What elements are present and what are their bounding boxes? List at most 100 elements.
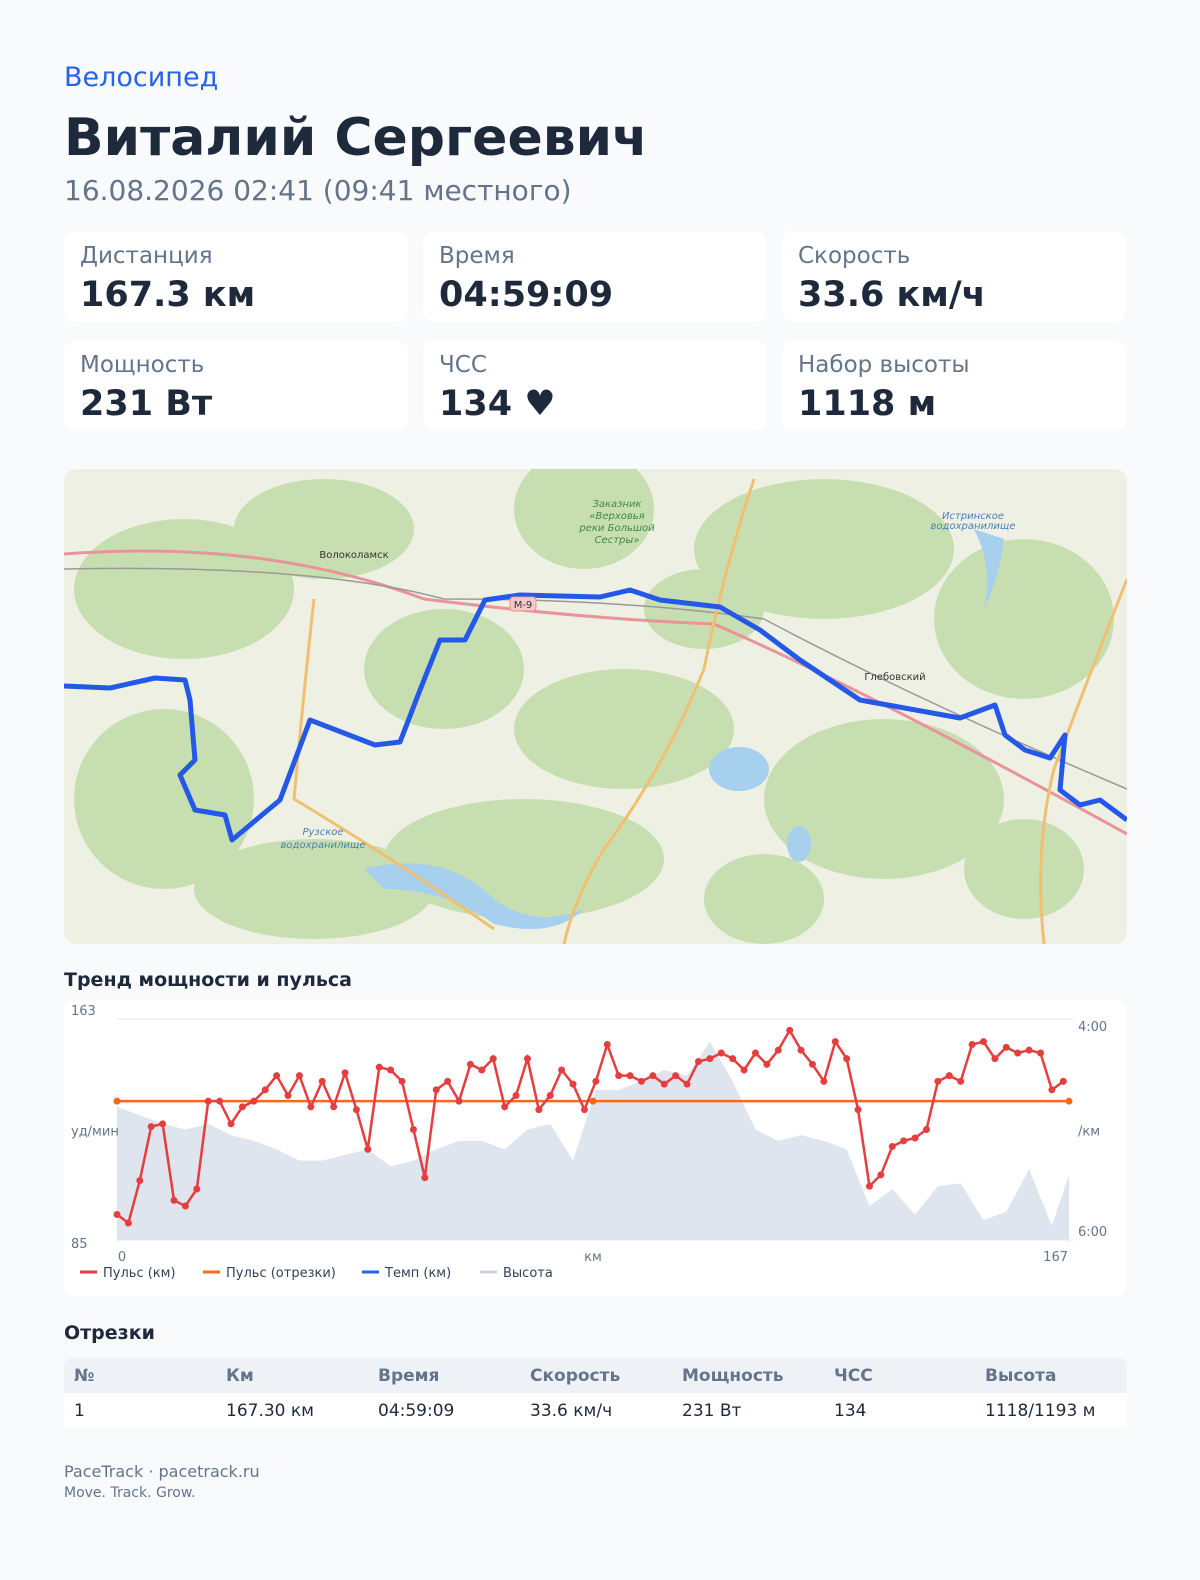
point: [478, 1066, 486, 1074]
forest: [74, 469, 1114, 944]
point: [1065, 1097, 1073, 1105]
point: [159, 1120, 167, 1128]
y2-axis-label: /км: [1078, 1125, 1100, 1140]
stat-label: ЧСС: [439, 352, 487, 378]
map-label: Истринское: [942, 511, 1004, 522]
map-label: «Верховья: [589, 511, 644, 522]
point: [843, 1055, 851, 1063]
map-label: Глебовский: [864, 672, 925, 683]
point: [113, 1097, 121, 1105]
point: [307, 1103, 315, 1111]
point: [615, 1072, 623, 1080]
point: [523, 1055, 531, 1063]
table-header-cell: Время: [378, 1366, 440, 1386]
point: [113, 1211, 121, 1218]
map-label: Сестры»: [595, 535, 640, 546]
table-header-cell: Высота: [985, 1366, 1057, 1386]
point: [398, 1077, 406, 1085]
date: 16.08.2026 02:41 (09:41 местного): [64, 174, 572, 207]
point: [387, 1066, 395, 1074]
athlete-name: Виталий Сергеевич: [64, 108, 648, 168]
stat-label: Дистанция: [80, 243, 213, 269]
table-header-cell: Мощность: [682, 1366, 784, 1386]
footer-brand: PaceTrack · pacetrack.ru: [64, 1462, 260, 1481]
point: [444, 1077, 452, 1085]
point: [717, 1049, 725, 1057]
point: [683, 1080, 691, 1088]
map-label: Волоколамск: [319, 550, 388, 561]
section-title: Отрезки: [64, 1322, 155, 1344]
point: [569, 1080, 577, 1088]
stat-value: 231 Вт: [80, 384, 213, 424]
point: [501, 1103, 509, 1111]
route: [64, 587, 1127, 843]
map-label: водохранилище: [931, 521, 1016, 532]
point: [1002, 1043, 1010, 1051]
stat-card: Скорость 33.6 км/ч: [782, 231, 1126, 322]
point: [1059, 1077, 1067, 1085]
point: [603, 1041, 611, 1048]
point: [626, 1072, 634, 1080]
legend-label: Пульс (км): [103, 1266, 176, 1281]
point: [979, 1038, 987, 1046]
point: [455, 1097, 463, 1105]
chart: 85 163 4:00 6:00 0 167 км уд/мин/км Пульс (км) Пу…: [71, 1004, 1107, 1281]
point: [957, 1077, 965, 1085]
stat-value: 167.3 км: [80, 275, 256, 315]
point: [1048, 1086, 1056, 1094]
map[interactable]: Волоколамск М-9 Глебовский Рузское водох…: [64, 469, 1127, 944]
table-header-cell: ЧСС: [834, 1366, 873, 1386]
stat-card: ЧСС 134 ♥: [423, 340, 767, 431]
point: [273, 1072, 281, 1080]
point: [341, 1069, 349, 1077]
road-shield: [509, 596, 537, 612]
point: [546, 1092, 554, 1099]
legend-label: Высота: [503, 1266, 553, 1281]
point: [751, 1049, 759, 1057]
y-tick-label: 85: [71, 1237, 88, 1252]
point: [729, 1055, 737, 1063]
stat-value: 33.6 км/ч: [798, 275, 986, 315]
point: [831, 1038, 839, 1046]
point: [330, 1103, 338, 1111]
roads: [64, 478, 1127, 944]
point: [216, 1097, 224, 1105]
map-label: Заказник: [592, 499, 641, 510]
y-axis-label: уд/мин: [71, 1125, 119, 1140]
table-cell: 1118/1193 м: [985, 1401, 1096, 1421]
point: [466, 1060, 474, 1068]
table-cell: 33.6 км/ч: [530, 1401, 613, 1421]
point: [147, 1123, 155, 1131]
table-cell: 134: [834, 1401, 867, 1421]
point: [432, 1086, 440, 1094]
stat-value: 04:59:09: [439, 275, 614, 315]
stat-card: Мощность 231 Вт: [64, 340, 408, 431]
point: [204, 1097, 212, 1105]
point: [170, 1196, 178, 1204]
point: [786, 1026, 794, 1034]
point: [535, 1106, 543, 1114]
stat-card: Время 04:59:09: [423, 231, 767, 322]
point: [865, 1182, 873, 1190]
point: [660, 1080, 668, 1088]
point: [589, 1097, 597, 1105]
area: [117, 1041, 1069, 1240]
point: [763, 1060, 771, 1068]
point: [991, 1055, 999, 1063]
stat-label: Время: [439, 243, 515, 269]
stat-card: Дистанция 167.3 км: [64, 231, 408, 322]
point: [694, 1058, 702, 1065]
point: [512, 1092, 520, 1099]
point: [797, 1046, 805, 1054]
point: [888, 1143, 896, 1150]
table-header: [64, 1358, 1127, 1393]
chart-title: Тренд мощности и пульса: [64, 969, 352, 991]
point: [740, 1066, 748, 1074]
point: [352, 1106, 360, 1114]
table-header-cell: Скорость: [530, 1366, 621, 1386]
stat-card: Набор высоты 1118 м: [782, 340, 1126, 431]
point: [558, 1066, 566, 1074]
point: [854, 1106, 862, 1114]
point: [922, 1126, 930, 1133]
map-label: М-9: [514, 600, 533, 611]
